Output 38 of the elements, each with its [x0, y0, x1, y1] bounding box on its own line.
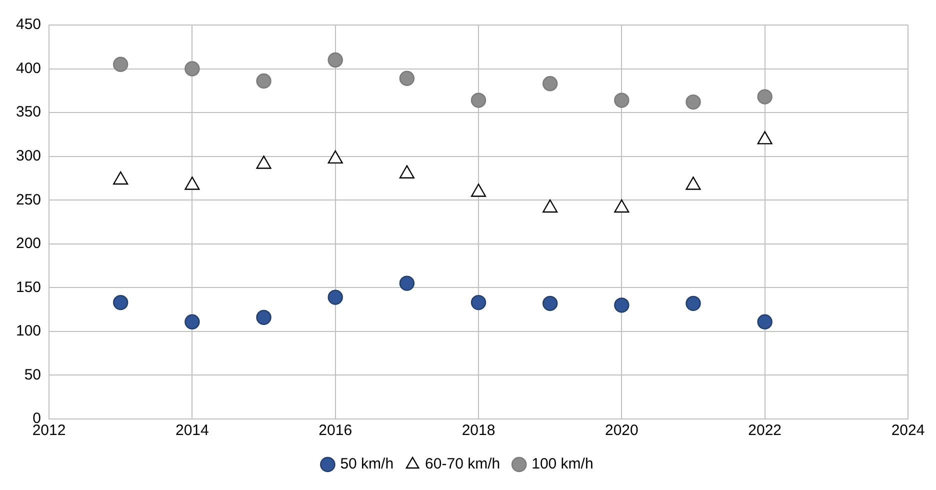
legend-label: 100 km/h: [532, 456, 594, 473]
point: [757, 314, 772, 330]
point: [184, 314, 200, 330]
x-tick-label: 2022: [748, 422, 782, 440]
x-tick-label: 2024: [891, 422, 925, 440]
y-tick-label: 200: [16, 235, 42, 252]
y-tick-label: 50: [24, 366, 42, 384]
point: [614, 298, 630, 313]
point: [256, 310, 272, 326]
point: [470, 294, 486, 310]
y-tick-label: 450: [16, 16, 42, 34]
point: [614, 92, 630, 108]
x-tick-label: 2020: [604, 422, 638, 440]
point: [399, 276, 415, 291]
point: [542, 296, 558, 312]
point: [113, 56, 128, 72]
legend-label: 60-70 km/h: [425, 456, 500, 473]
point: [184, 61, 200, 76]
y-tick-label: 300: [16, 147, 42, 164]
legend-label: 50 km/h: [340, 456, 394, 473]
point: [470, 92, 486, 108]
point: [686, 296, 701, 312]
y-tick-label: 350: [16, 104, 42, 121]
x-tick-label: 2018: [462, 422, 496, 440]
y-tick-label: 150: [16, 278, 42, 296]
y-tick-label: 400: [16, 60, 42, 77]
point: [328, 290, 343, 305]
y-tick-label: 250: [16, 191, 42, 208]
point: [399, 70, 415, 86]
point: [686, 94, 701, 110]
y-tick-label: 100: [16, 322, 42, 340]
point: [113, 294, 128, 310]
x-tick-label: 2016: [318, 422, 352, 440]
point: [328, 52, 343, 68]
point: [542, 76, 558, 92]
point: [256, 73, 272, 89]
x-tick-label: 2014: [176, 422, 209, 440]
point: [757, 89, 772, 104]
